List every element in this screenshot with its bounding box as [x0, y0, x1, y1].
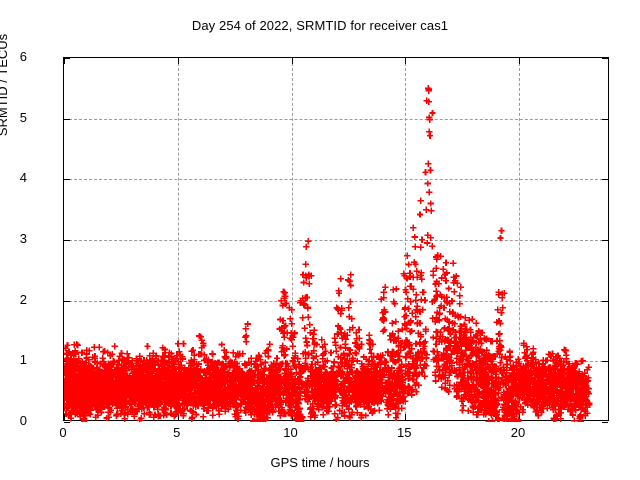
- x-tick-mark: [405, 414, 407, 420]
- gridline-horizontal: [64, 240, 608, 241]
- y-tick-mark: [602, 422, 608, 423]
- gridline-vertical: [291, 58, 293, 420]
- y-tick-mark: [602, 58, 608, 59]
- y-tick-label: 0: [19, 413, 27, 428]
- gridline-vertical: [519, 58, 520, 420]
- y-tick-label: 5: [19, 109, 27, 125]
- x-tick-mark: [405, 58, 407, 64]
- y-tick-label: 1: [19, 352, 27, 368]
- x-tick-mark: [177, 414, 179, 420]
- y-tick-mark: [602, 118, 608, 120]
- y-tick-mark: [602, 300, 608, 302]
- x-axis-title: GPS time / hours: [270, 455, 370, 470]
- page-title: Day 254 of 2022, SRMTID for receiver cas…: [191, 18, 449, 33]
- y-tick-mark: [64, 361, 70, 363]
- x-tick-mark: [291, 414, 293, 420]
- y-tick-label: 2: [19, 291, 27, 307]
- gridline-vertical: [405, 58, 407, 420]
- gridline-horizontal: [64, 300, 608, 302]
- y-tick-label: 3: [19, 231, 27, 246]
- x-tick-mark: [519, 58, 520, 64]
- x-tick-mark: [291, 58, 293, 64]
- x-tick-label: 20: [510, 425, 526, 440]
- x-tick-mark: [177, 58, 179, 64]
- gridline-horizontal: [64, 118, 608, 120]
- y-tick-label: 4: [19, 170, 27, 186]
- gridline-vertical: [177, 58, 179, 420]
- y-tick-mark: [64, 422, 70, 423]
- plot-area: [63, 57, 609, 423]
- y-axis-title: SRMTID / TECUs: [0, 33, 10, 137]
- x-tick-mark: [64, 414, 65, 420]
- y-tick-mark: [64, 300, 70, 302]
- y-tick-mark: [64, 179, 70, 181]
- x-tick-mark: [64, 58, 65, 64]
- x-tick-label: 10: [283, 425, 298, 440]
- y-tick-mark: [64, 240, 70, 241]
- y-tick-mark: [64, 118, 70, 120]
- y-tick-mark: [602, 240, 608, 241]
- y-tick-label: 6: [19, 49, 27, 64]
- y-tick-mark: [602, 179, 608, 181]
- x-tick-label: 5: [173, 425, 181, 440]
- x-tick-mark: [519, 414, 520, 420]
- gridline-horizontal: [64, 179, 608, 181]
- x-tick-label: 15: [397, 425, 412, 440]
- y-tick-mark: [602, 361, 608, 363]
- x-tick-label: 0: [59, 425, 67, 440]
- gridline-horizontal: [64, 361, 608, 363]
